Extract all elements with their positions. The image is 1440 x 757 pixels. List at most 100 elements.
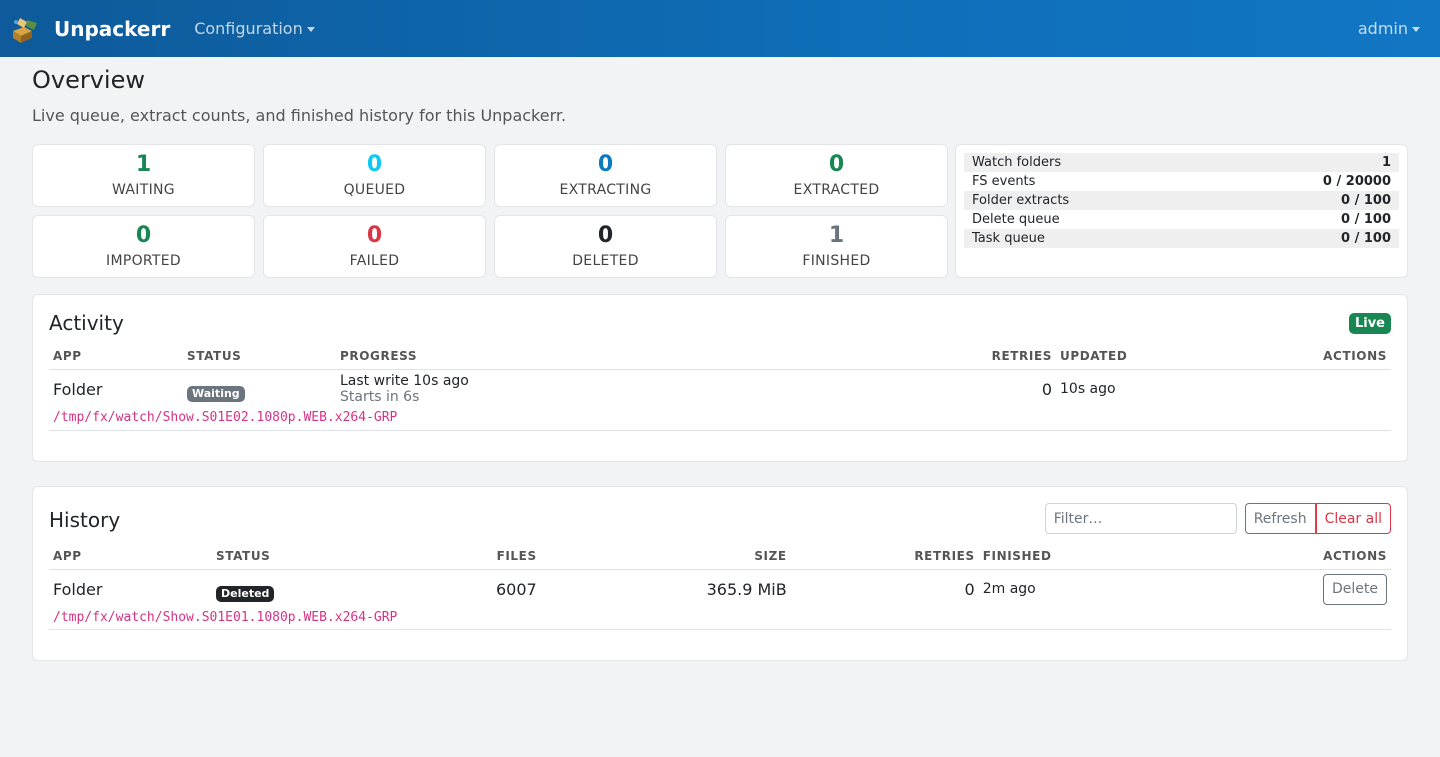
col-app: APP (49, 343, 183, 370)
stat-extracting: 0 EXTRACTING (494, 144, 717, 207)
progress-main: Last write 10s ago (340, 372, 469, 389)
clear-all-button[interactable]: Clear all (1315, 503, 1391, 534)
page-title: Overview (32, 66, 145, 94)
col-progress: PROGRESS (336, 343, 716, 370)
limit-value: 0 / 100 (1341, 212, 1391, 227)
navbar: Unpackerr Configuration admin (0, 0, 1440, 57)
limit-row: Watch folders 1 (964, 153, 1399, 172)
stat-value: 0 (366, 152, 383, 177)
col-files: FILES (492, 543, 541, 570)
table-row-path: /tmp/fx/watch/Show.S01E01.1080p.WEB.x264… (49, 604, 1391, 630)
history-title: History (49, 508, 121, 532)
stat-label: EXTRACTED (793, 182, 880, 198)
stat-label: IMPORTED (106, 253, 181, 269)
row-app: Folder (53, 379, 103, 399)
row-retries: 0 (964, 579, 975, 599)
table-row: Folder Waiting Last write 10s ago Starts… (49, 369, 1391, 405)
stat-value: 1 (135, 152, 152, 177)
stat-value: 0 (366, 223, 383, 248)
col-actions: ACTIONS (1246, 343, 1391, 370)
row-size: 365.9 MiB (706, 579, 787, 599)
stat-imported: 0 IMPORTED (32, 215, 255, 278)
limit-label: Folder extracts (972, 193, 1070, 208)
col-status: STATUS (183, 343, 336, 370)
history-card: History Refresh Clear all APP STATUS FIL… (32, 486, 1408, 661)
limit-label: Task queue (972, 231, 1045, 246)
stat-label: WAITING (112, 182, 175, 198)
stat-waiting: 1 WAITING (32, 144, 255, 207)
history-filter-input[interactable] (1044, 503, 1237, 534)
row-app: Folder (53, 579, 103, 599)
limits-panel: Watch folders 1 FS events 0 / 20000 Folder… (955, 144, 1408, 278)
stat-value: 1 (828, 223, 845, 248)
col-actions: ACTIONS (1178, 543, 1391, 570)
stat-deleted: 0 DELETED (494, 215, 717, 278)
limit-value: 0 / 100 (1341, 193, 1391, 208)
history-header: History Refresh Clear all (49, 503, 1391, 534)
limit-value: 0 / 20000 (1322, 174, 1391, 189)
stat-failed: 0 FAILED (263, 215, 486, 278)
table-row: Folder Deleted 6007 365.9 MiB 0 2m ago D… (49, 569, 1391, 605)
stat-value: 0 (135, 223, 152, 248)
row-files: 6007 (496, 579, 537, 599)
stat-label: EXTRACTING (559, 182, 652, 198)
stat-label: FINISHED (802, 253, 871, 269)
refresh-button[interactable]: Refresh (1244, 503, 1316, 534)
table-row-path: /tmp/fx/watch/Show.S01E02.1080p.WEB.x264… (49, 404, 1391, 431)
row-path: /tmp/fx/watch/Show.S01E02.1080p.WEB.x264… (53, 409, 398, 425)
history-table: APP STATUS FILES SIZE RETRIES FINISHED A… (49, 543, 1391, 630)
stat-queued: 0 QUEUED (263, 144, 486, 207)
limit-value: 0 / 100 (1341, 231, 1391, 246)
chevron-down-icon (306, 27, 315, 32)
row-path: /tmp/fx/watch/Show.S01E01.1080p.WEB.x264… (53, 609, 398, 625)
col-status: STATUS (212, 543, 492, 570)
main-content: Overview Live queue, extract counts, and… (0, 66, 1440, 661)
row-finished: 2m ago (982, 580, 1036, 597)
stat-value: 0 (597, 152, 614, 177)
limit-row: Folder extracts 0 / 100 (964, 191, 1399, 210)
stat-finished: 1 FINISHED (725, 215, 948, 278)
limit-label: Watch folders (972, 155, 1062, 170)
history-table-header: APP STATUS FILES SIZE RETRIES FINISHED A… (49, 543, 1391, 570)
activity-title: Activity (49, 311, 124, 335)
limit-label: FS events (972, 174, 1036, 189)
row-retries: 0 (1041, 379, 1052, 399)
row-actions (1246, 369, 1391, 405)
user-menu[interactable]: admin (1358, 19, 1420, 38)
stat-label: FAILED (349, 253, 400, 269)
configuration-menu-label: Configuration (194, 19, 303, 38)
stat-value: 0 (828, 152, 845, 177)
live-badge: Live (1348, 312, 1391, 334)
status-badge: Waiting (187, 385, 245, 402)
activity-card: Activity Live APP STATUS PROGRESS RETRIE… (32, 294, 1408, 462)
user-menu-label: admin (1357, 19, 1408, 38)
row-progress: Last write 10s ago Starts in 6s (336, 369, 716, 405)
limit-row: Task queue 0 / 100 (964, 229, 1399, 248)
col-size: SIZE (540, 543, 791, 570)
row-updated: 10s ago (1060, 380, 1116, 397)
unpackerr-logo-icon (13, 17, 37, 43)
status-badge: Deleted (216, 585, 275, 602)
limit-row: Delete queue 0 / 100 (964, 210, 1399, 229)
col-app: APP (49, 543, 212, 570)
stat-label: QUEUED (343, 182, 406, 198)
delete-button[interactable]: Delete (1323, 573, 1387, 605)
col-updated: UPDATED (1056, 343, 1246, 370)
history-button-group: Refresh Clear all (1244, 503, 1391, 534)
activity-table-header: APP STATUS PROGRESS RETRIES UPDATED ACTI… (49, 343, 1391, 370)
stats-row: 1 WAITING 0 QUEUED 0 EXTRACTING 0 EXTRACTED … (32, 144, 1408, 278)
row-actions: Delete (1179, 569, 1391, 605)
brand-name: Unpackerr (54, 16, 171, 41)
stat-label: DELETED (572, 253, 639, 269)
stat-grid: 1 WAITING 0 QUEUED 0 EXTRACTING 0 EXTRACTED … (32, 144, 948, 278)
progress-sub: Starts in 6s (340, 388, 420, 405)
page-subtitle: Live queue, extract counts, and finished… (32, 106, 567, 125)
configuration-menu[interactable]: Configuration (194, 19, 315, 38)
col-finished: FINISHED (978, 543, 1179, 570)
col-retries: RETRIES (716, 343, 1056, 370)
brand[interactable]: Unpackerr (10, 14, 170, 44)
limit-label: Delete queue (972, 212, 1060, 227)
row-status: Waiting (183, 369, 336, 405)
stat-value: 0 (597, 223, 614, 248)
row-status: Deleted (212, 569, 492, 605)
